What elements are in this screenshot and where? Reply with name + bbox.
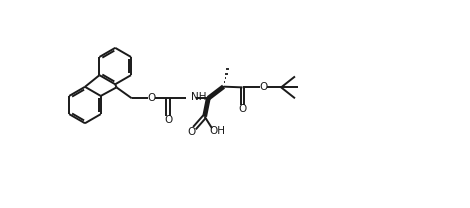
Text: O: O xyxy=(148,93,156,103)
Text: OH: OH xyxy=(209,126,226,136)
Text: O: O xyxy=(238,104,247,114)
Text: O: O xyxy=(259,82,268,92)
Text: O: O xyxy=(188,127,196,137)
Text: NH: NH xyxy=(191,92,207,102)
Text: O: O xyxy=(164,115,172,125)
